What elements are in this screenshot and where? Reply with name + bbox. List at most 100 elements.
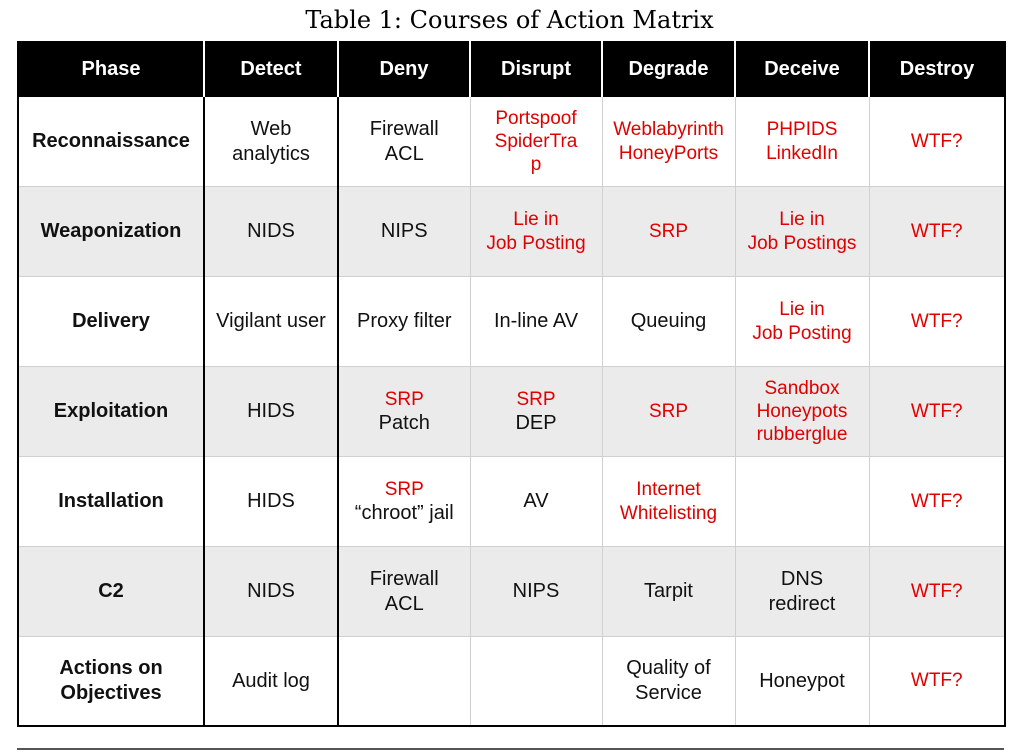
- phase-label: Reconnaissance: [32, 130, 190, 153]
- cell-destroy: WTF?: [868, 96, 1006, 187]
- cell-text: DEP: [515, 411, 557, 434]
- table-row: Delivery Vigilant user Proxy filter In-line…: [17, 276, 1006, 367]
- table-row: Installation HIDS SRP “chroot” jail AV Intern…: [17, 456, 1006, 547]
- cell-disrupt: SRP DEP: [469, 366, 603, 457]
- cell-text: Job Posting: [486, 232, 586, 254]
- cell-destroy: WTF?: [868, 186, 1006, 277]
- cell-disrupt: Portspoof SpiderTra p: [469, 96, 603, 187]
- phase-cell: Reconnaissance: [17, 96, 205, 187]
- cell-text: SRP: [648, 400, 689, 422]
- cell-text: Whitelisting: [619, 502, 718, 524]
- cell-text: Tarpit: [644, 580, 693, 603]
- cell-text: SRP: [516, 388, 556, 410]
- cell-destroy: WTF?: [868, 456, 1006, 547]
- phase-label: Exploitation: [53, 400, 169, 423]
- phase-cell: Exploitation: [17, 366, 205, 457]
- cell-text: Web: [250, 118, 292, 141]
- cell-text: WTF?: [910, 220, 963, 242]
- cell-deny: Firewall ACL: [337, 96, 471, 187]
- cell-detect: Audit log: [203, 636, 339, 726]
- cell-text: ACL: [384, 592, 424, 615]
- cell-text: SpiderTra: [494, 130, 578, 152]
- cell-text: Internet: [636, 479, 701, 501]
- cell-text: “chroot” jail: [354, 501, 454, 524]
- cell-text: AV: [523, 490, 549, 513]
- cell-text: NIPS: [380, 220, 428, 243]
- cell-text: HoneyPorts: [618, 142, 719, 164]
- cell-text: Portspoof: [495, 107, 577, 129]
- cell-text: Patch: [378, 411, 430, 434]
- cell-text: SRP: [384, 388, 424, 410]
- cell-text: SRP: [384, 478, 424, 500]
- cell-text: HIDS: [247, 490, 295, 513]
- column-header-phase: Phase: [18, 41, 205, 97]
- cell-text: Service: [635, 681, 702, 704]
- phase-cell: Delivery: [17, 276, 205, 367]
- cell-deceive: Sandbox Honeypots rubberglue: [734, 366, 870, 457]
- cell-text: p: [530, 154, 542, 176]
- cell-text: WTF?: [910, 400, 963, 422]
- cell-destroy: WTF?: [868, 636, 1006, 726]
- cell-text: Firewall: [369, 568, 439, 591]
- cell-text: Sandbox: [764, 377, 840, 399]
- cell-destroy: WTF?: [868, 276, 1006, 367]
- cell-detect: HIDS: [203, 456, 339, 547]
- phase-label: Installation: [58, 490, 164, 513]
- cell-text: ACL: [384, 142, 424, 165]
- cell-deceive: [734, 456, 870, 547]
- cell-deny: NIPS: [337, 186, 471, 277]
- cell-deceive: DNS redirect: [734, 546, 870, 637]
- column-header-deceive: Deceive: [734, 41, 870, 97]
- phase-label: C2: [98, 580, 124, 603]
- cell-text: Vigilant user: [216, 310, 326, 333]
- cell-text: HIDS: [247, 400, 295, 423]
- cell-deny: Proxy filter: [337, 276, 471, 367]
- header-row: Phase Detect Deny Disrupt Degrade Deceiv…: [18, 41, 1006, 97]
- cell-text: WTF?: [910, 580, 963, 602]
- cell-text: Firewall: [369, 118, 439, 141]
- cell-disrupt: AV: [469, 456, 603, 547]
- table-row: Exploitation HIDS SRP Patch SRP DEP SRP Sandbox…: [17, 366, 1006, 457]
- phase-label: Weaponization: [40, 220, 182, 243]
- cell-text: WTF?: [910, 490, 963, 512]
- phase-label: Delivery: [72, 310, 150, 333]
- cell-destroy: WTF?: [868, 366, 1006, 457]
- cell-degrade: Tarpit: [601, 546, 736, 637]
- phase-cell: Installation: [17, 456, 205, 547]
- cell-text: WTF?: [910, 130, 963, 152]
- footer-divider: [17, 748, 1004, 750]
- cell-detect: HIDS: [203, 366, 339, 457]
- cell-deceive: PHPIDS LinkedIn: [734, 96, 870, 187]
- cell-disrupt: In-line AV: [469, 276, 603, 367]
- cell-deceive: Lie in Job Postings: [734, 186, 870, 277]
- cell-text: In-line AV: [493, 310, 579, 333]
- cell-deny: [337, 636, 471, 726]
- cell-text: NIDS: [247, 580, 295, 603]
- cell-text: Lie in: [779, 209, 825, 231]
- cell-disrupt: Lie in Job Posting: [469, 186, 603, 277]
- courses-of-action-matrix: Phase Detect Deny Disrupt Degrade Deceiv…: [17, 41, 1006, 727]
- cell-text: Proxy filter: [357, 310, 452, 333]
- cell-degrade: Weblabyrinth HoneyPorts: [601, 96, 736, 187]
- table-row: Actions on Objectives Audit log Quality of S…: [17, 636, 1006, 726]
- cell-degrade: Internet Whitelisting: [601, 456, 736, 547]
- cell-text: NIPS: [512, 580, 560, 603]
- column-header-deny: Deny: [337, 41, 471, 97]
- cell-degrade: Quality of Service: [601, 636, 736, 726]
- column-header-disrupt: Disrupt: [469, 41, 603, 97]
- cell-disrupt: NIPS: [469, 546, 603, 637]
- cell-text: Audit log: [232, 669, 310, 692]
- table-row: Reconnaissance Web analytics Firewall ACL Por…: [17, 96, 1006, 187]
- cell-detect: Vigilant user: [203, 276, 339, 367]
- cell-text: Job Posting: [752, 322, 852, 344]
- cell-destroy: WTF?: [868, 546, 1006, 637]
- cell-text: Job Postings: [747, 232, 857, 254]
- cell-deceive: Honeypot: [734, 636, 870, 726]
- cell-degrade: Queuing: [601, 276, 736, 367]
- cell-text: rubberglue: [756, 424, 848, 446]
- cell-text: Queuing: [630, 310, 707, 333]
- cell-detect: NIDS: [203, 546, 339, 637]
- cell-deny: Firewall ACL: [337, 546, 471, 637]
- cell-text: LinkedIn: [766, 142, 838, 164]
- cell-deny: SRP Patch: [337, 366, 471, 457]
